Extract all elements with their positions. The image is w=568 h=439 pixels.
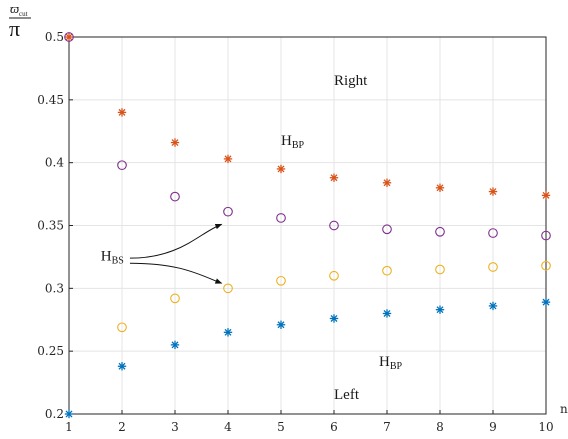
data-point-asterisk [64, 32, 74, 42]
data-point-asterisk [541, 297, 551, 307]
data-point-asterisk [382, 309, 392, 318]
data-point-circle [117, 160, 127, 171]
annotation-arrow [129, 223, 223, 259]
y-tick-label: 0.2 [45, 407, 64, 421]
x-tick-label: 8 [436, 420, 444, 434]
annotation-arrow [129, 262, 223, 284]
data-point-asterisk [170, 138, 180, 147]
axis-ticks: 1 2 3 4 5 6 7 8 9 10 0.2 0.25 0.3 0.35 0.4 0.45 0.5 [37, 30, 553, 434]
annotation-text: H [281, 133, 292, 149]
annotation-subscript: BP [292, 140, 305, 151]
data-point-asterisk [223, 154, 233, 164]
data-point-circle [435, 226, 445, 237]
data-point-circle [276, 275, 286, 286]
annotation-text: H [379, 354, 390, 370]
grid [68, 36, 547, 415]
y-tick-label: 0.4 [45, 156, 64, 170]
data-point-circle [435, 264, 445, 275]
annotation-text: Right [334, 73, 368, 89]
x-tick-label: 2 [118, 420, 126, 434]
data-point-asterisk [488, 187, 498, 196]
data-point-asterisk [435, 305, 445, 314]
data-point-circle [223, 283, 233, 294]
data-point-circle [170, 191, 180, 202]
data-point-circle [541, 230, 551, 241]
data-point-circle [382, 224, 392, 235]
y-tick-label: 0.35 [37, 219, 64, 233]
data-point-circle [64, 32, 74, 42]
data-point-circle [488, 228, 498, 238]
data-point-circle [329, 220, 339, 231]
data-point-circle [382, 265, 392, 276]
data-point-asterisk [435, 183, 445, 192]
y-label-numerator-sub: cut [19, 10, 28, 18]
x-tick-label: 9 [489, 420, 497, 434]
data-point-asterisk [170, 340, 180, 350]
y-label-numerator: ϖ [10, 1, 20, 16]
x-axis-label: n [560, 402, 568, 416]
data-point-circle [276, 213, 286, 223]
data-point-asterisk [276, 164, 286, 174]
x-tick-label: 10 [538, 420, 553, 434]
x-tick-label: 4 [224, 420, 232, 434]
y-tick-label: 0.25 [37, 344, 64, 358]
y-tick-label: 0.5 [45, 30, 64, 44]
x-tick-label: 5 [277, 420, 285, 434]
annotation-arrows [129, 223, 223, 284]
x-tick-label: 1 [65, 420, 73, 434]
y-label-denominator: π [9, 16, 20, 41]
y-tick-label: 0.45 [37, 93, 64, 107]
data-marks [64, 32, 551, 419]
annotation-label: HBP [379, 354, 403, 372]
data-point-asterisk [117, 362, 127, 371]
annotation-label: Left [334, 387, 360, 403]
data-point-asterisk [329, 173, 339, 182]
annotation-label: HBS [101, 249, 124, 267]
annotation-label: Right [334, 73, 368, 89]
data-point-asterisk [64, 409, 74, 419]
x-tick-label: 7 [383, 420, 391, 434]
annotation-text: H [101, 249, 112, 265]
x-tick-label: 3 [171, 420, 179, 434]
data-point-asterisk [276, 320, 286, 329]
y-tick-label: 0.3 [45, 281, 64, 295]
annotation-text: Left [334, 387, 360, 403]
data-point-circle [329, 270, 339, 281]
data-point-asterisk [382, 178, 392, 187]
annotation-subscript: BS [112, 256, 124, 267]
annotation-subscript: BP [390, 361, 403, 372]
data-point-circle [170, 293, 180, 304]
annotation-label: HBP [281, 133, 305, 151]
data-point-asterisk [329, 314, 339, 323]
data-point-asterisk [223, 328, 233, 337]
data-point-circle [117, 322, 127, 333]
data-point-asterisk [488, 301, 498, 311]
data-point-asterisk [117, 108, 127, 117]
y-axis-label: ϖ cut π [9, 1, 31, 41]
data-point-circle [223, 206, 233, 217]
data-point-circle [541, 260, 551, 271]
x-tick-label: 6 [330, 420, 338, 434]
data-point-circle [488, 262, 498, 272]
data-point-asterisk [541, 191, 551, 200]
